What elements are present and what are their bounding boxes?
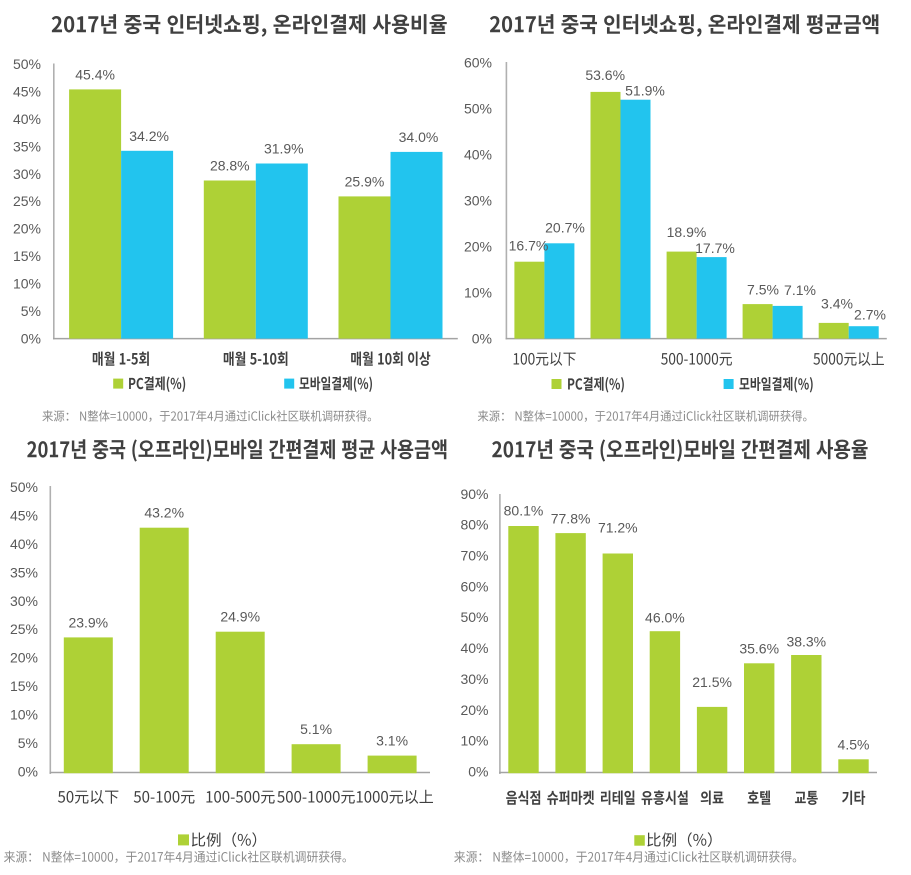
svg-text:0%: 0% (18, 764, 38, 780)
svg-text:5%: 5% (21, 303, 41, 319)
svg-text:50%: 50% (460, 609, 488, 625)
svg-text:40%: 40% (464, 146, 492, 162)
svg-text:51.9%: 51.9% (625, 83, 665, 99)
svg-text:20%: 20% (13, 221, 41, 237)
svg-text:18.9%: 18.9% (667, 224, 707, 240)
svg-text:70%: 70% (460, 548, 488, 564)
svg-text:50%: 50% (10, 479, 38, 495)
svg-text:40%: 40% (13, 111, 41, 127)
svg-text:20%: 20% (464, 238, 492, 254)
svg-text:35%: 35% (10, 564, 38, 580)
svg-text:90%: 90% (460, 486, 488, 502)
svg-text:10%: 10% (13, 276, 41, 292)
svg-text:77.8%: 77.8% (551, 510, 591, 526)
svg-text:30%: 30% (13, 166, 41, 182)
svg-text:28.8%: 28.8% (210, 158, 250, 174)
svg-text:20%: 20% (10, 650, 38, 666)
svg-text:45%: 45% (10, 508, 38, 524)
svg-text:10%: 10% (464, 285, 492, 301)
svg-text:38.3%: 38.3% (786, 634, 826, 650)
svg-text:34.2%: 34.2% (129, 128, 169, 144)
svg-text:4.5%: 4.5% (838, 737, 870, 753)
svg-text:60%: 60% (460, 578, 488, 594)
svg-text:10%: 10% (10, 707, 38, 723)
svg-text:46.0%: 46.0% (645, 610, 685, 626)
svg-text:10%: 10% (460, 733, 488, 749)
svg-text:20.7%: 20.7% (545, 220, 585, 236)
svg-text:24.9%: 24.9% (220, 609, 260, 625)
svg-text:25.9%: 25.9% (345, 173, 385, 189)
svg-text:30%: 30% (464, 192, 492, 208)
svg-text:0%: 0% (21, 331, 41, 347)
svg-text:16.7%: 16.7% (509, 238, 549, 254)
svg-text:5.1%: 5.1% (300, 721, 332, 737)
svg-text:35%: 35% (13, 138, 41, 154)
svg-text:15%: 15% (10, 678, 38, 694)
svg-text:34.0%: 34.0% (399, 129, 439, 145)
svg-text:31.9%: 31.9% (264, 141, 304, 157)
svg-text:7.5%: 7.5% (747, 282, 779, 298)
svg-text:43.2%: 43.2% (144, 505, 184, 521)
svg-text:40%: 40% (10, 536, 38, 552)
svg-text:20%: 20% (460, 702, 488, 718)
svg-text:21.5%: 21.5% (692, 674, 732, 690)
svg-text:80%: 80% (460, 517, 488, 533)
svg-text:30%: 30% (10, 593, 38, 609)
svg-text:45.4%: 45.4% (75, 66, 115, 82)
svg-text:0%: 0% (472, 331, 492, 347)
svg-text:3.4%: 3.4% (821, 296, 853, 312)
svg-text:40%: 40% (460, 640, 488, 656)
svg-text:3.1%: 3.1% (376, 733, 408, 749)
svg-text:7.1%: 7.1% (784, 282, 816, 298)
svg-text:2.7%: 2.7% (854, 307, 886, 323)
svg-text:25%: 25% (10, 621, 38, 637)
svg-text:5%: 5% (18, 735, 38, 751)
svg-text:15%: 15% (13, 248, 41, 264)
svg-text:25%: 25% (13, 193, 41, 209)
svg-text:60%: 60% (464, 54, 492, 70)
svg-text:23.9%: 23.9% (68, 614, 108, 630)
svg-text:17.7%: 17.7% (695, 240, 735, 256)
svg-text:53.6%: 53.6% (585, 67, 625, 83)
svg-text:50%: 50% (13, 56, 41, 72)
svg-text:30%: 30% (460, 671, 488, 687)
svg-text:71.2%: 71.2% (598, 520, 638, 536)
svg-text:50%: 50% (464, 100, 492, 116)
svg-text:80.1%: 80.1% (504, 503, 544, 519)
svg-text:45%: 45% (13, 84, 41, 100)
svg-text:0%: 0% (468, 764, 488, 780)
svg-text:35.6%: 35.6% (739, 641, 779, 657)
